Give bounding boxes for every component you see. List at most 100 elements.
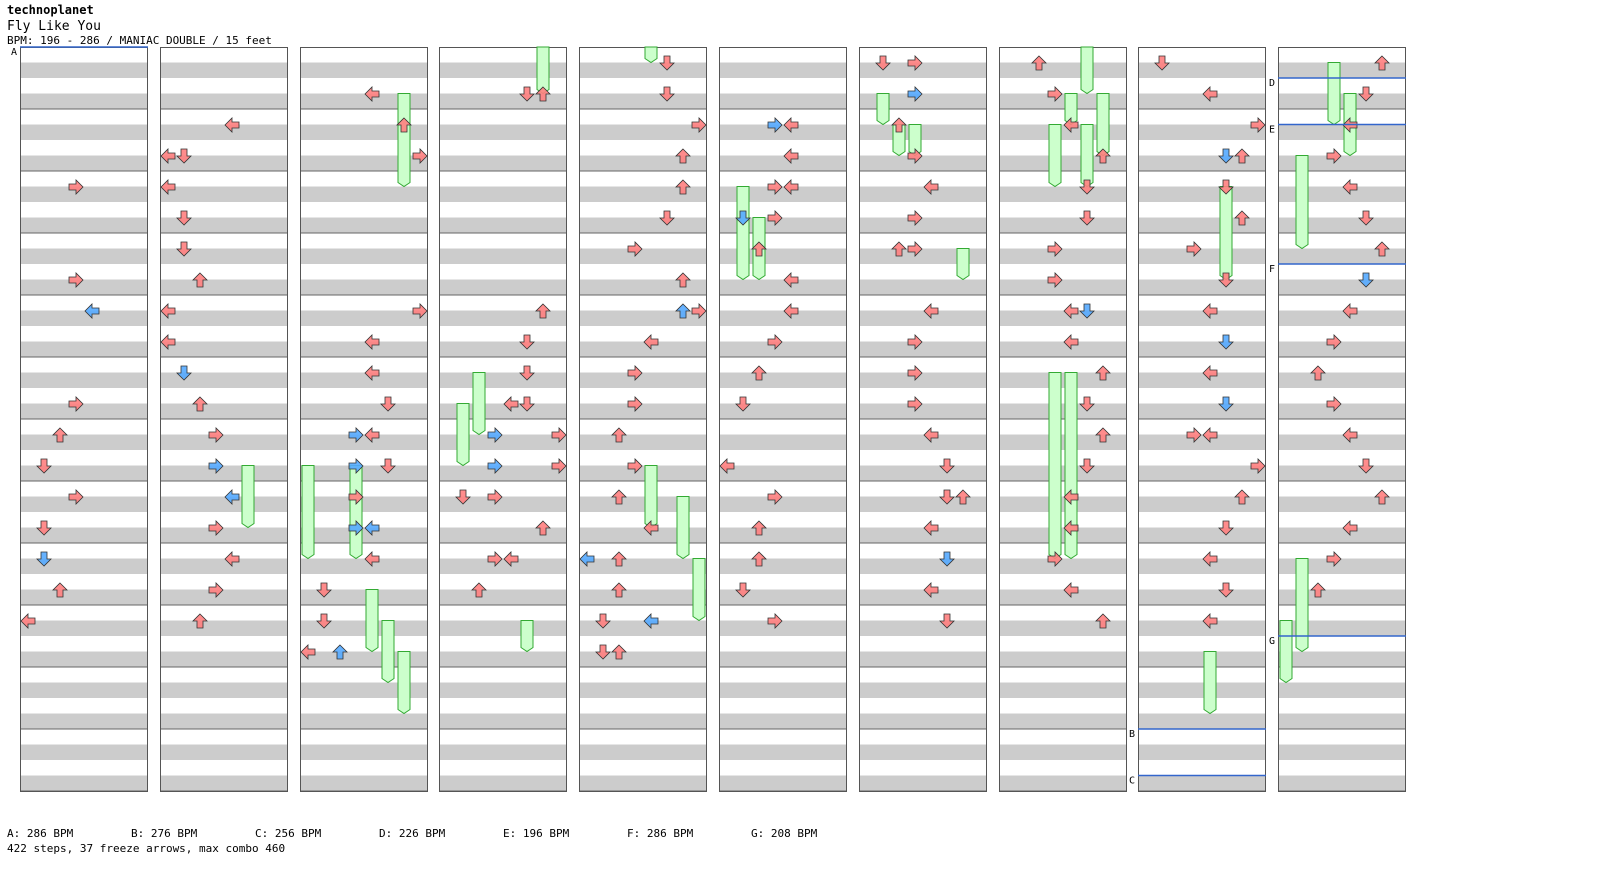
beat-stripe xyxy=(859,713,987,729)
step-arrow xyxy=(364,551,380,567)
beat-stripe xyxy=(859,372,987,388)
freeze-arrow xyxy=(1279,620,1293,684)
beat-stripe xyxy=(579,403,707,419)
beat-stripe xyxy=(160,403,288,419)
beat-stripe xyxy=(1138,744,1266,760)
beat-stripe xyxy=(1138,465,1266,481)
beat-stripe xyxy=(579,620,707,636)
step-arrow xyxy=(84,303,100,319)
step-arrow xyxy=(208,458,224,474)
step-arrow xyxy=(380,396,396,412)
step-arrow xyxy=(1342,179,1358,195)
step-arrow xyxy=(36,458,52,474)
freeze-arrow xyxy=(736,186,750,281)
step-arrow xyxy=(1310,365,1326,381)
beat-stripe xyxy=(1278,93,1406,109)
step-arrow xyxy=(939,613,955,629)
beat-stripe xyxy=(579,651,707,667)
beat-stripe xyxy=(160,620,288,636)
bpm-legend-b: B: 276 BPM xyxy=(131,827,198,840)
beat-stripe xyxy=(20,434,148,450)
beat-stripe xyxy=(999,527,1127,543)
step-arrow xyxy=(36,551,52,567)
step-arrow xyxy=(192,272,208,288)
step-arrow xyxy=(719,458,735,474)
step-arrow xyxy=(1326,396,1342,412)
step-arrow xyxy=(1218,148,1234,164)
beat-stripe xyxy=(160,527,288,543)
beat-stripe xyxy=(300,620,428,636)
step-arrow xyxy=(487,551,503,567)
beat-stripe xyxy=(20,682,148,698)
step-arrow xyxy=(767,210,783,226)
beat-stripe xyxy=(1138,372,1266,388)
step-arrow xyxy=(1326,148,1342,164)
beat-stripe xyxy=(1278,279,1406,295)
step-arrow xyxy=(939,458,955,474)
beat-stripe xyxy=(1278,651,1406,667)
beat-stripe xyxy=(579,713,707,729)
beat-stripe xyxy=(300,465,428,481)
beat-stripe xyxy=(300,403,428,419)
beat-stripe xyxy=(719,341,847,357)
beat-stripe xyxy=(160,279,288,295)
step-arrow xyxy=(396,117,412,133)
step-arrow xyxy=(1234,148,1250,164)
beat-stripe xyxy=(300,155,428,171)
beat-stripe xyxy=(719,713,847,729)
step-arrow xyxy=(627,396,643,412)
beat-stripe xyxy=(439,527,567,543)
chart-column xyxy=(719,47,847,792)
beat-stripe xyxy=(579,310,707,326)
beat-stripe xyxy=(160,682,288,698)
beat-stripe xyxy=(1138,279,1266,295)
freeze-arrow xyxy=(365,589,379,653)
beat-stripe xyxy=(20,527,148,543)
step-arrow xyxy=(1358,210,1374,226)
step-arrow xyxy=(1047,241,1063,257)
beat-stripe xyxy=(719,465,847,481)
freeze-arrow xyxy=(676,496,690,560)
step-arrow xyxy=(783,303,799,319)
step-arrow xyxy=(611,427,627,443)
step-arrow xyxy=(939,551,955,567)
step-arrow xyxy=(224,489,240,505)
beat-stripe xyxy=(300,279,428,295)
beat-stripe xyxy=(300,341,428,357)
step-arrow xyxy=(176,210,192,226)
beat-stripe xyxy=(1138,620,1266,636)
step-arrow xyxy=(1326,551,1342,567)
beat-stripe xyxy=(719,775,847,791)
step-arrow xyxy=(659,86,675,102)
beat-stripe xyxy=(1278,155,1406,171)
column-border xyxy=(300,47,428,792)
step-arrow xyxy=(1202,551,1218,567)
chart-column xyxy=(579,46,707,792)
beat-stripe xyxy=(1278,372,1406,388)
step-arrow xyxy=(1218,334,1234,350)
beat-stripe xyxy=(719,372,847,388)
beat-stripe xyxy=(579,775,707,791)
beat-stripe xyxy=(20,186,148,202)
step-arrow xyxy=(519,86,535,102)
freeze-arrow xyxy=(397,93,411,188)
beat-stripe xyxy=(1278,496,1406,512)
beat-stripe xyxy=(859,124,987,140)
step-arrow xyxy=(611,551,627,567)
step-arrow xyxy=(643,520,659,536)
step-arrow xyxy=(1310,582,1326,598)
freeze-arrow xyxy=(520,620,534,653)
bpm-legend-f: F: 286 BPM xyxy=(627,827,694,840)
freeze-arrow xyxy=(1080,124,1094,188)
step-arrow xyxy=(1063,520,1079,536)
freeze-arrow xyxy=(397,651,411,715)
freeze-arrow xyxy=(1048,124,1062,188)
beat-stripe xyxy=(1278,124,1406,140)
step-arrow xyxy=(1095,148,1111,164)
beat-stripe xyxy=(1138,527,1266,543)
step-arrow xyxy=(519,396,535,412)
step-arrow xyxy=(364,365,380,381)
beat-stripe xyxy=(439,589,567,605)
beat-stripe xyxy=(1138,496,1266,512)
beat-stripe xyxy=(20,589,148,605)
